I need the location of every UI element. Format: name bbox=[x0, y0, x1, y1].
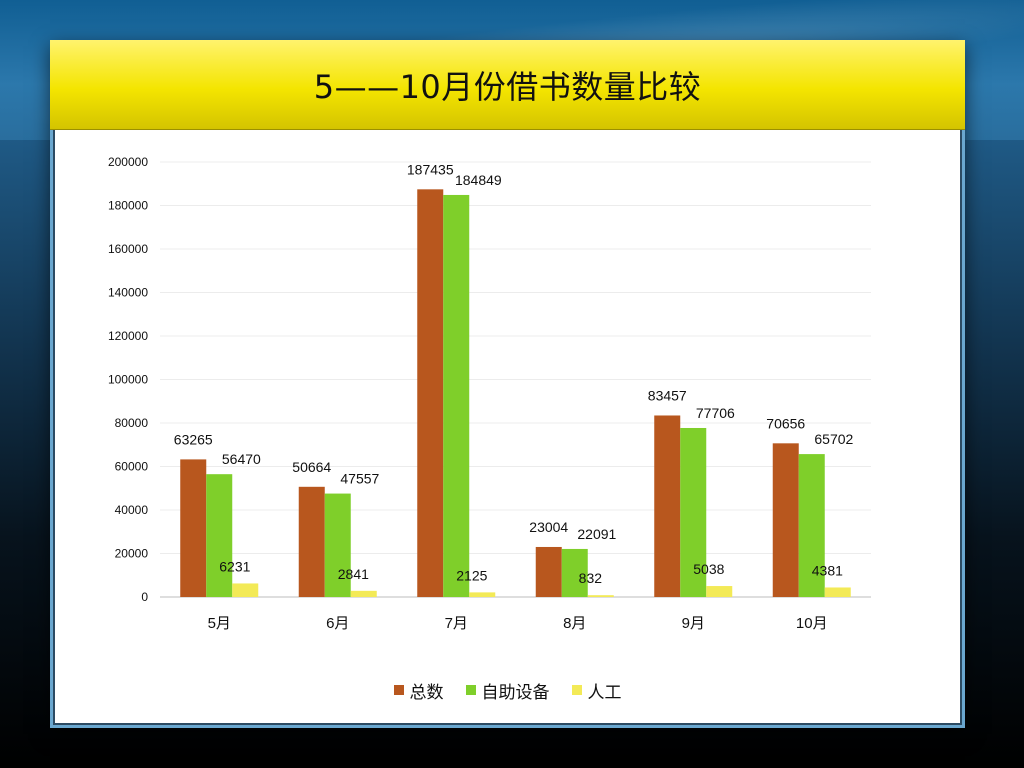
data-label-total: 187435 bbox=[407, 161, 454, 177]
legend-label-self: 自助设备 bbox=[481, 682, 550, 703]
y-tick-label: 20000 bbox=[115, 547, 149, 561]
bar-total bbox=[417, 189, 444, 598]
bar-self bbox=[324, 493, 351, 597]
bar-manual bbox=[824, 587, 851, 597]
y-tick-label: 0 bbox=[141, 590, 148, 604]
slide-title: 5——10月份借书数量比较 bbox=[313, 67, 702, 106]
bar-manual bbox=[706, 586, 733, 597]
data-label-total: 50664 bbox=[292, 459, 331, 475]
legend-swatch-total bbox=[393, 685, 404, 695]
bar-chart-svg: 0 20000 40000 60000 80000 100000 120000 140000 1… bbox=[108, 155, 871, 632]
bar-self bbox=[443, 194, 470, 597]
legend-label-total: 总数 bbox=[409, 682, 444, 703]
bar-self bbox=[561, 548, 588, 597]
data-label-self: 77706 bbox=[696, 405, 735, 421]
data-label-manual: 4381 bbox=[812, 562, 843, 578]
data-label-manual: 6231 bbox=[219, 558, 250, 574]
bar-chart: 0 20000 40000 60000 80000 100000 120000 140000 1… bbox=[55, 132, 960, 722]
data-label-manual: 832 bbox=[579, 570, 603, 586]
y-tick-label: 140000 bbox=[108, 286, 148, 300]
data-label-self: 56470 bbox=[222, 451, 261, 467]
bar-manual bbox=[587, 595, 614, 597]
x-category-label: 9月 bbox=[682, 615, 705, 632]
bar-total bbox=[535, 546, 562, 597]
y-tick-label: 120000 bbox=[108, 329, 148, 343]
data-label-manual: 2841 bbox=[338, 566, 369, 582]
data-label-self: 184849 bbox=[455, 172, 502, 188]
bar-total bbox=[654, 415, 681, 597]
legend-label-manual: 人工 bbox=[587, 682, 622, 703]
data-label-total: 70656 bbox=[766, 415, 805, 431]
bar-self bbox=[680, 427, 707, 597]
x-category-label: 5月 bbox=[208, 615, 231, 632]
y-tick-label: 160000 bbox=[108, 242, 148, 256]
y-tick-label: 100000 bbox=[108, 373, 148, 387]
title-bar: 5——10月份借书数量比较 bbox=[50, 40, 965, 130]
legend-item-manual: 人工 bbox=[571, 678, 622, 703]
x-category-label: 10月 bbox=[796, 615, 828, 632]
bar-self bbox=[206, 474, 233, 597]
y-tick-label: 80000 bbox=[115, 416, 149, 430]
bar-total bbox=[298, 486, 325, 597]
y-tick-label: 60000 bbox=[115, 460, 149, 474]
legend-swatch-self bbox=[465, 685, 476, 695]
bar-total bbox=[772, 443, 799, 597]
y-tick-label: 200000 bbox=[108, 155, 148, 169]
bar-total bbox=[180, 459, 207, 597]
data-label-self: 47557 bbox=[340, 471, 379, 487]
y-tick-label: 180000 bbox=[108, 199, 148, 213]
data-label-total: 23004 bbox=[529, 519, 568, 535]
data-label-total: 63265 bbox=[174, 431, 213, 447]
bar-self bbox=[798, 454, 825, 597]
data-label-manual: 5038 bbox=[693, 561, 724, 577]
data-label-total: 83457 bbox=[648, 387, 687, 403]
x-category-label: 7月 bbox=[445, 615, 468, 632]
legend-swatch-manual bbox=[571, 685, 582, 695]
slide-frame bbox=[50, 40, 965, 728]
bar-manual bbox=[232, 583, 259, 597]
legend-item-total: 总数 bbox=[393, 678, 444, 703]
bar-manual bbox=[469, 592, 496, 597]
data-label-manual: 2125 bbox=[456, 567, 487, 583]
chart-legend: 总数 自助设备 人工 bbox=[55, 676, 960, 704]
data-label-self: 65702 bbox=[814, 431, 853, 447]
data-label-self: 22091 bbox=[577, 526, 616, 542]
x-category-label: 6月 bbox=[326, 615, 349, 632]
legend-item-self: 自助设备 bbox=[465, 678, 550, 703]
y-tick-label: 40000 bbox=[115, 503, 149, 517]
bar-manual bbox=[350, 590, 377, 597]
x-category-label: 8月 bbox=[563, 615, 586, 632]
